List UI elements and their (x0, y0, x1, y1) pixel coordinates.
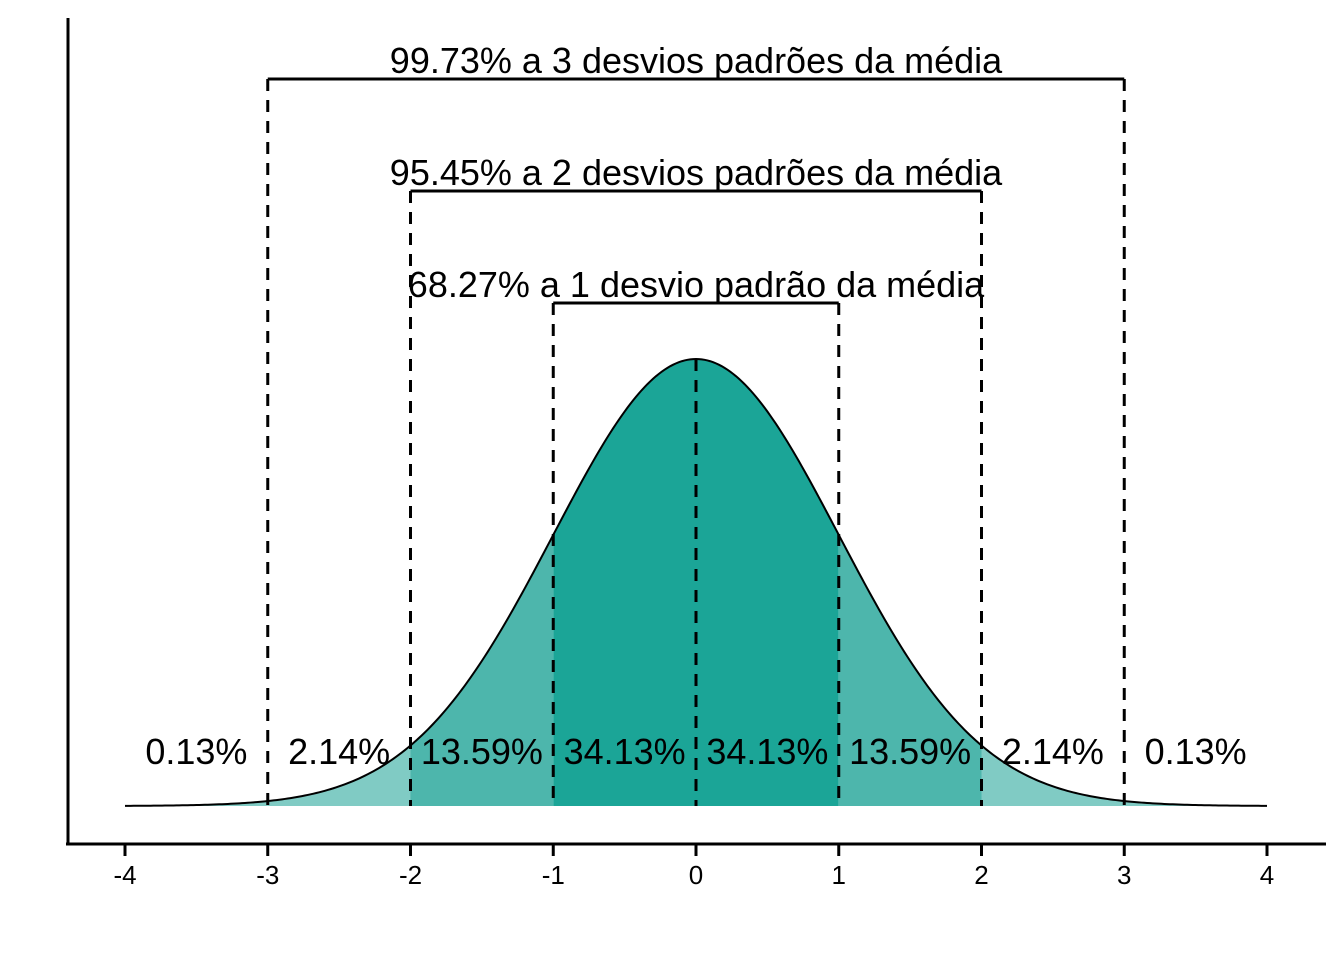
tail-fill-left (125, 801, 268, 806)
percentage-labels: 0.13% 2.14% 13.59% 34.13% 34.13% 13.59% 2.14% 0… (145, 731, 1246, 772)
region-fill (696, 359, 839, 806)
x-tick-label: -1 (542, 860, 565, 890)
region-label: 34.13% (706, 731, 828, 772)
x-tick-label: 2 (974, 860, 988, 890)
x-axis-ticks: -4 -3 -2 -1 0 1 2 3 4 (113, 845, 1274, 890)
x-tick-label: -3 (256, 860, 279, 890)
x-tick-label: -2 (399, 860, 422, 890)
region-label: 2.14% (288, 731, 390, 772)
region-fill (981, 745, 1125, 806)
region-label: 13.59% (849, 731, 971, 772)
sd-brackets: 68.27% a 1 desvio padrão da média 95.45% … (267, 40, 1125, 305)
region-label: 2.14% (1002, 731, 1104, 772)
x-tick-label: 3 (1117, 860, 1131, 890)
bracket-label: 95.45% a 2 desvios padrões da média (390, 152, 1003, 193)
x-tick-label: 1 (832, 860, 846, 890)
region-label: 34.13% (564, 731, 686, 772)
bracket-label: 99.73% a 3 desvios padrões da média (390, 40, 1003, 81)
sd-dashed-lines (266, 79, 1126, 806)
region-fill (267, 745, 411, 806)
region-fill (553, 359, 696, 806)
tail-label-left: 0.13% (145, 731, 247, 772)
region-label: 13.59% (421, 731, 543, 772)
x-tick-label: 0 (689, 860, 703, 890)
x-tick-label: 4 (1260, 860, 1274, 890)
tail-label-right: 0.13% (1145, 731, 1247, 772)
bracket-label: 68.27% a 1 desvio padrão da média (408, 264, 985, 305)
tail-fill-right (1124, 801, 1267, 806)
x-tick-label: -4 (113, 860, 136, 890)
